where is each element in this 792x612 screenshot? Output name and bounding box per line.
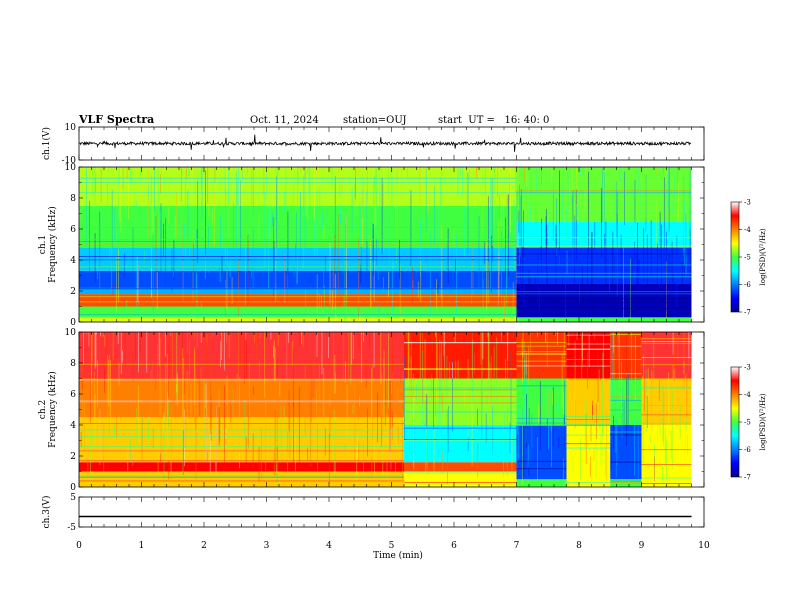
x-tick-label: 6 (451, 541, 457, 551)
ch1-colorbar (730, 201, 740, 313)
y-tick-label: 5 (70, 493, 76, 503)
x-tick-label: 3 (264, 541, 270, 551)
x-tick-label: 10 (698, 541, 710, 551)
spectrogram-band (79, 294, 517, 307)
spectrogram-band (566, 425, 611, 487)
colorbar-tick-label: -4 (744, 226, 751, 234)
start-ut-label: start UT = 16: 40: 0 (438, 115, 549, 126)
spectrogram-band (404, 462, 517, 472)
ch2-spectrogram-panel (79, 332, 704, 487)
x-axis-label: Time (min) (373, 550, 423, 561)
ch1-spectrogram-ylabel: Frequency (kHz) (47, 206, 58, 283)
station-label: station=OUJ (343, 115, 407, 126)
spectrogram-band (610, 425, 642, 480)
spectrogram-band (79, 270, 517, 288)
spectrogram-band (404, 332, 517, 379)
spectrogram-band (404, 425, 517, 463)
colorbar-tick-label: -7 (744, 474, 751, 482)
y-tick-label: 8 (70, 359, 76, 369)
x-tick-label: 4 (326, 541, 332, 551)
spectrogram-band (516, 167, 692, 222)
y-tick-label: 6 (70, 225, 76, 235)
y-tick-label: 4 (70, 421, 76, 431)
ch1-spectrogram-panel (79, 167, 704, 322)
ch1-spectrogram-ylabel: ch.1 (38, 235, 48, 254)
y-tick-label: 0 (70, 318, 76, 328)
spectrogram-band (516, 332, 567, 379)
spectrogram-band (516, 479, 567, 487)
ch2-spectrogram-ylabel: Frequency (kHz) (47, 371, 58, 448)
spectrogram-band (79, 417, 404, 463)
ch2-colorbar (730, 366, 740, 478)
y-tick-label: 10 (65, 163, 77, 173)
ch1-waveform-panel (78, 134, 692, 152)
spectrogram-band (79, 205, 517, 248)
colorbar-label: log(PSD)(V²/Hz) (759, 228, 767, 285)
spectrogram-band (516, 283, 692, 318)
ch1-waveform-ylabel: ch.1(V) (41, 127, 52, 160)
y-tick-label: 10 (65, 328, 77, 338)
spectrogram-band (79, 317, 517, 322)
colorbar-tick-label: -6 (744, 281, 751, 289)
spectrogram-band (79, 287, 517, 295)
colorbar-tick-label: -6 (744, 446, 751, 454)
colorbar-label: log(PSD)(V²/Hz) (759, 393, 767, 450)
spectrogram-band (79, 471, 404, 487)
ch3-waveform-ylabel: ch.3(V) (41, 496, 52, 529)
y-tick-label: -5 (67, 523, 76, 533)
colorbar-tick-label: -5 (744, 254, 751, 262)
x-tick-label: 5 (389, 541, 395, 551)
x-tick-label: 7 (514, 541, 520, 551)
y-tick-label: 0 (70, 483, 76, 493)
x-tick-label: 0 (76, 541, 82, 551)
ch2-spectrogram-ylabel: ch.2 (38, 400, 48, 419)
y-tick-label: 2 (70, 452, 76, 462)
colorbar-tick-label: -5 (744, 419, 751, 427)
spectrogram-band (79, 462, 404, 472)
figure-title: VLF Spectra (78, 113, 154, 126)
x-tick-label: 9 (639, 541, 645, 551)
spectrogram-band (79, 332, 404, 379)
y-tick-label: 4 (70, 256, 76, 266)
spectrogram-band (516, 425, 567, 480)
spectrogram-band (610, 479, 642, 487)
spectrogram-band (516, 221, 692, 248)
y-tick-label: 2 (70, 287, 76, 297)
spectrogram-band (79, 247, 517, 271)
spectrogram-band (79, 378, 404, 418)
ch1-waveform-trace (78, 134, 692, 152)
spectrogram-band (404, 471, 517, 487)
spectrogram-band (610, 332, 642, 379)
x-tick-label: 8 (576, 541, 582, 551)
colorbar-tick-label: -3 (744, 364, 751, 372)
colorbar-ticks: -3 -4 -5 -6 -7 log(PSD)(V²/Hz) -3 -4 -5 -6 -7 log(P… (739, 199, 767, 482)
spectrogram-band (641, 332, 692, 379)
y-tick-label: -10 (62, 156, 77, 166)
spectrogram-band (641, 378, 692, 425)
x-tick-label: 2 (201, 541, 207, 551)
spectrogram-band (79, 306, 517, 318)
date-label: Oct. 11, 2024 (250, 115, 319, 126)
colorbar-tick-label: -7 (744, 309, 751, 317)
spectrogram-band (610, 378, 642, 425)
y-tick-label: 10 (65, 123, 77, 133)
colorbar-tick-label: -3 (744, 199, 751, 207)
y-tick-label: 6 (70, 390, 76, 400)
x-tick-label: 1 (139, 541, 145, 551)
panel-frames (78, 126, 705, 528)
spectrogram-band (516, 247, 692, 284)
y-tick-label: 8 (70, 194, 76, 204)
colorbar-tick-label: -4 (744, 391, 751, 399)
